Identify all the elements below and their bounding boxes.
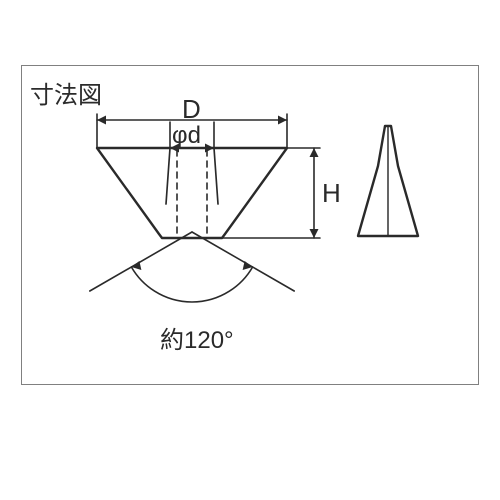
- diagram-svg: [0, 0, 500, 500]
- dim-label-angle: 約120°: [160, 320, 234, 355]
- dim-label-D: D: [182, 94, 201, 125]
- dim-label-H: H: [322, 178, 341, 209]
- dim-label-phid: φd: [172, 122, 201, 150]
